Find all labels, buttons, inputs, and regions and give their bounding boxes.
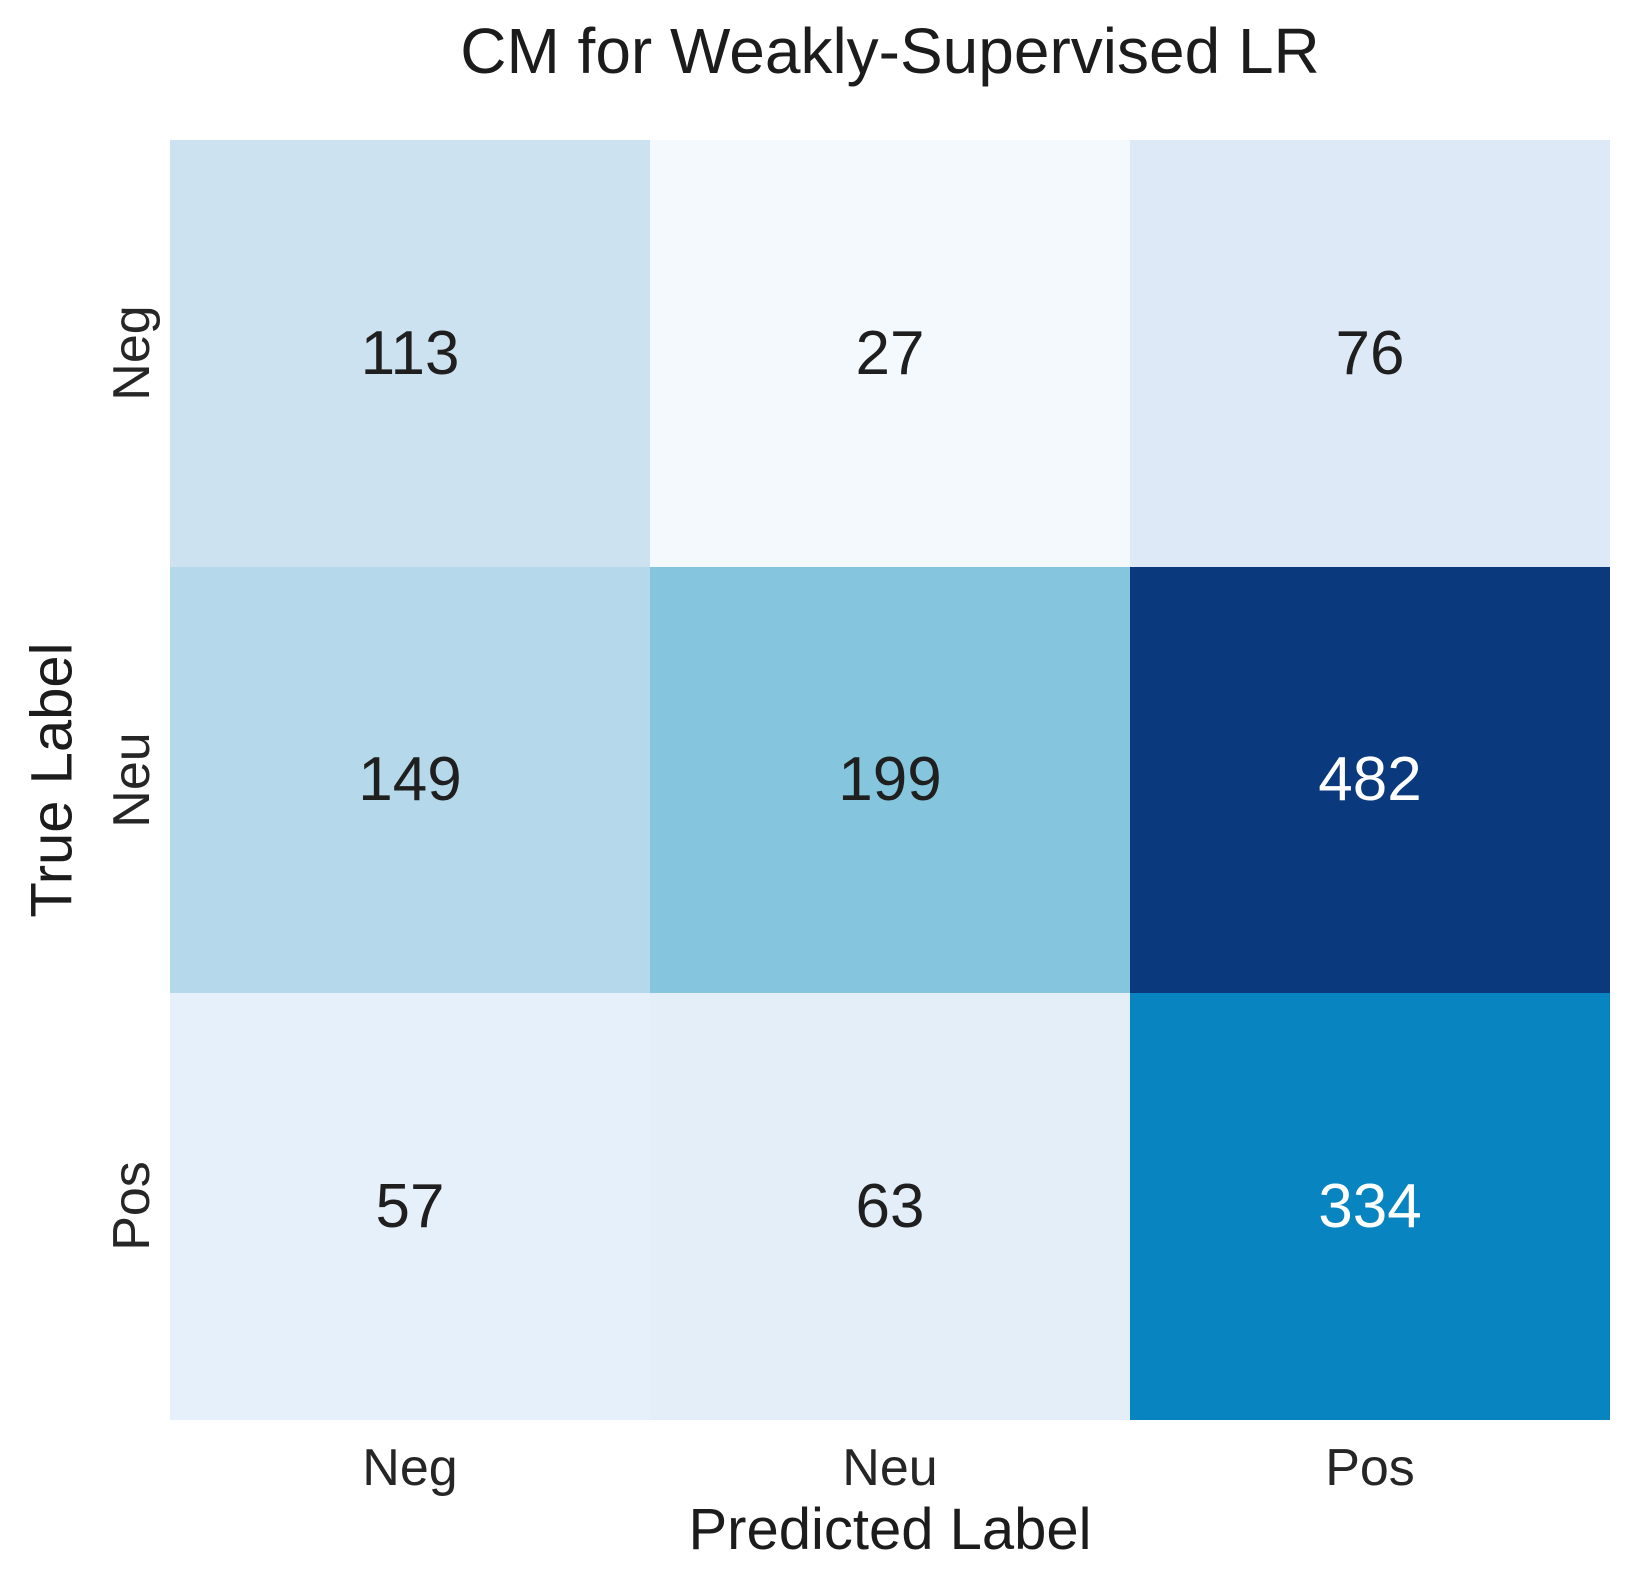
y-axis-label: True Label xyxy=(19,642,85,918)
cell-value: 482 xyxy=(1318,745,1422,815)
heatmap-cell-r0c0: 113 xyxy=(170,140,650,567)
chart-title: CM for Weakly-Supervised LR xyxy=(460,15,1320,87)
heatmap-cell-r0c2: 76 xyxy=(1130,140,1610,567)
x-tick-label-neu: Neu xyxy=(842,1439,938,1497)
heatmap-cell-r2c2: 334 xyxy=(1130,993,1610,1420)
cell-value: 149 xyxy=(358,745,462,815)
heatmap-plot: 113 27 76 149 199 482 57 63 334 xyxy=(170,140,1610,1420)
cell-value: 76 xyxy=(1335,318,1405,388)
heatmap-cell-r2c1: 63 xyxy=(650,993,1130,1420)
x-axis-label: Predicted Label xyxy=(688,1497,1092,1562)
heatmap-cell-r1c2: 482 xyxy=(1130,566,1610,994)
cell-value: 199 xyxy=(838,745,942,815)
y-tick-label-pos: Pos xyxy=(103,1161,161,1251)
y-tick-label-neg: Neg xyxy=(103,305,161,401)
cell-value: 334 xyxy=(1318,1172,1422,1242)
heatmap-cell-r1c1: 199 xyxy=(650,566,1130,994)
cell-value: 113 xyxy=(360,318,460,388)
heatmap-cell-r0c1: 27 xyxy=(650,140,1130,567)
cell-value: 57 xyxy=(375,1172,445,1242)
cell-value: 27 xyxy=(855,318,925,388)
x-tick-label-neg: Neg xyxy=(362,1439,458,1497)
cell-value: 63 xyxy=(855,1172,925,1242)
y-tick-label-neu: Neu xyxy=(103,732,161,828)
heatmap-cell-r1c0: 149 xyxy=(170,566,650,994)
x-tick-label-pos: Pos xyxy=(1325,1439,1415,1497)
heatmap-cell-r2c0: 57 xyxy=(170,993,650,1420)
